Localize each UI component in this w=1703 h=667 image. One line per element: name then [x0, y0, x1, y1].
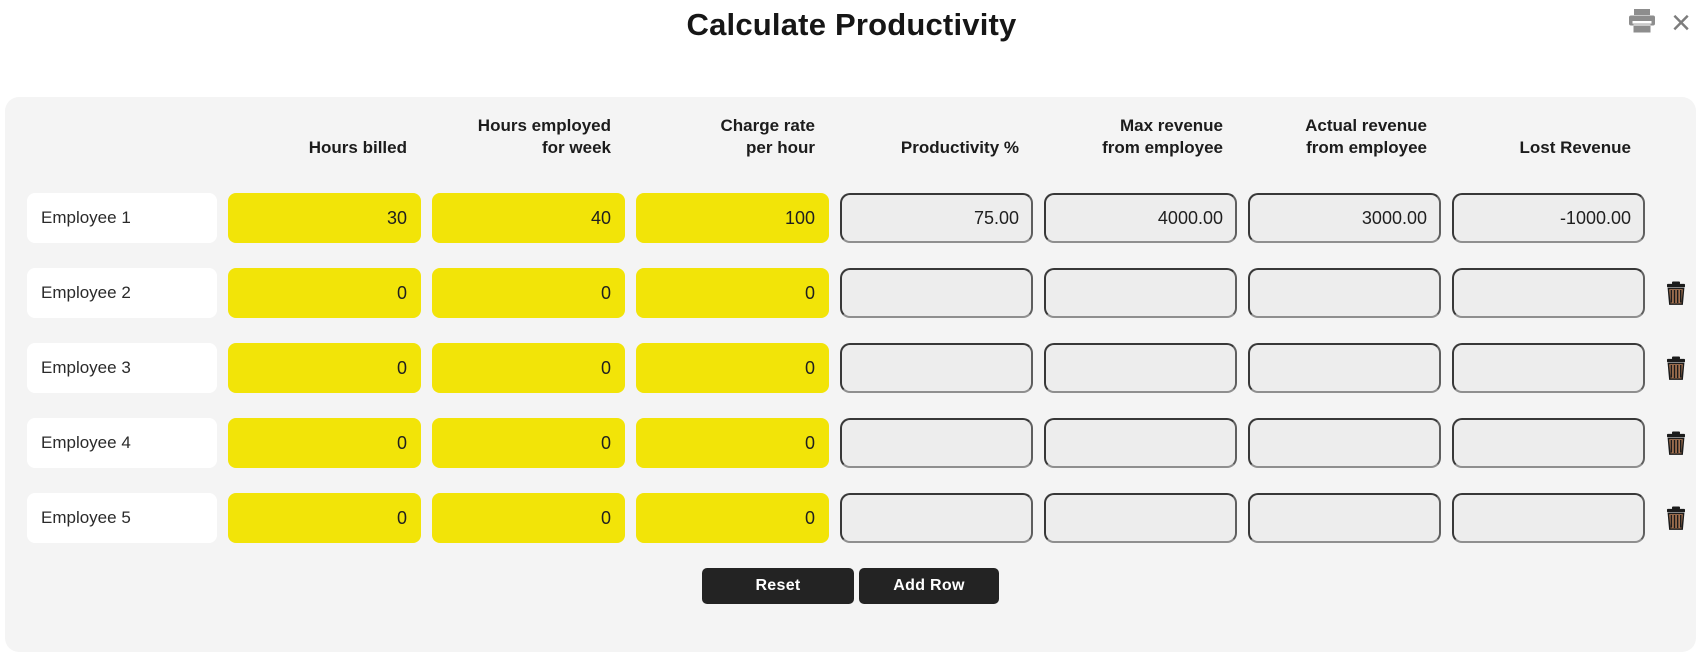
hours-employed-input[interactable] — [432, 418, 625, 468]
window-controls: × — [1628, 3, 1691, 42]
action-buttons: Reset Add Row — [5, 568, 1696, 604]
lost-revenue-output — [1452, 343, 1645, 393]
max-revenue-output — [1044, 193, 1237, 243]
employee-row — [5, 268, 1696, 318]
employee-row — [5, 193, 1696, 243]
hours-billed-input[interactable] — [228, 268, 421, 318]
employee-name-input[interactable] — [27, 193, 217, 243]
max-revenue-output — [1044, 268, 1237, 318]
page-title: Calculate Productivity — [686, 7, 1017, 42]
actual-revenue-output — [1248, 193, 1441, 243]
hours-billed-input[interactable] — [228, 493, 421, 543]
charge-rate-input[interactable] — [636, 493, 829, 543]
max-revenue-output — [1044, 418, 1237, 468]
employee-name-input[interactable] — [27, 268, 217, 318]
hours-billed-input[interactable] — [228, 418, 421, 468]
delete-row-button[interactable] — [1665, 506, 1687, 530]
hours-employed-input[interactable] — [432, 343, 625, 393]
column-header-charge-rate: Charge rate per hour — [720, 116, 815, 157]
hours-employed-input[interactable] — [432, 268, 625, 318]
delete-row-button[interactable] — [1665, 431, 1687, 455]
employee-row — [5, 343, 1696, 393]
productivity-output — [840, 493, 1033, 543]
employee-row — [5, 493, 1696, 543]
productivity-output — [840, 193, 1033, 243]
max-revenue-output — [1044, 493, 1237, 543]
delete-row-button[interactable] — [1665, 281, 1687, 305]
hours-billed-input[interactable] — [228, 343, 421, 393]
close-button[interactable]: × — [1671, 3, 1691, 42]
lost-revenue-output — [1452, 493, 1645, 543]
table-header: Hours billed Hours employed for week Charge… — [5, 111, 1696, 159]
reset-button[interactable]: Reset — [702, 568, 854, 604]
employee-row — [5, 418, 1696, 468]
column-header-hours-employed: Hours employed for week — [477, 116, 611, 157]
trash-icon — [1665, 356, 1687, 383]
charge-rate-input[interactable] — [636, 343, 829, 393]
hours-employed-input[interactable] — [432, 193, 625, 243]
printer-icon — [1628, 8, 1656, 37]
delete-slot — [1656, 268, 1696, 318]
close-icon: × — [1671, 3, 1691, 42]
productivity-output — [840, 268, 1033, 318]
delete-row-button[interactable] — [1665, 356, 1687, 380]
actual-revenue-output — [1248, 418, 1441, 468]
lost-revenue-output — [1452, 268, 1645, 318]
productivity-output — [840, 343, 1033, 393]
calculator-panel: Hours billed Hours employed for week Charge… — [5, 97, 1696, 652]
productivity-output — [840, 418, 1033, 468]
hours-employed-input[interactable] — [432, 493, 625, 543]
trash-icon — [1665, 431, 1687, 458]
lost-revenue-output — [1452, 193, 1645, 243]
column-header-productivity: Productivity % — [900, 138, 1019, 157]
column-header-actual-revenue: Actual revenue from employee — [1305, 116, 1427, 157]
topbar: Calculate Productivity × — [0, 0, 1703, 97]
trash-icon — [1665, 281, 1687, 308]
charge-rate-input[interactable] — [636, 268, 829, 318]
column-header-hours-billed: Hours billed — [308, 138, 407, 157]
delete-slot — [1656, 343, 1696, 393]
print-button[interactable] — [1628, 8, 1656, 37]
actual-revenue-output — [1248, 268, 1441, 318]
trash-icon — [1665, 506, 1687, 533]
delete-slot — [1656, 418, 1696, 468]
employee-name-input[interactable] — [27, 418, 217, 468]
employee-name-input[interactable] — [27, 343, 217, 393]
employee-name-input[interactable] — [27, 493, 217, 543]
charge-rate-input[interactable] — [636, 193, 829, 243]
actual-revenue-output — [1248, 343, 1441, 393]
max-revenue-output — [1044, 343, 1237, 393]
charge-rate-input[interactable] — [636, 418, 829, 468]
lost-revenue-output — [1452, 418, 1645, 468]
delete-slot — [1656, 493, 1696, 543]
add-row-button[interactable]: Add Row — [859, 568, 999, 604]
employee-rows — [5, 193, 1696, 543]
delete-slot — [1656, 193, 1696, 243]
hours-billed-input[interactable] — [228, 193, 421, 243]
actual-revenue-output — [1248, 493, 1441, 543]
column-header-lost-revenue: Lost Revenue — [1519, 138, 1631, 157]
column-header-max-revenue: Max revenue from employee — [1102, 116, 1223, 157]
